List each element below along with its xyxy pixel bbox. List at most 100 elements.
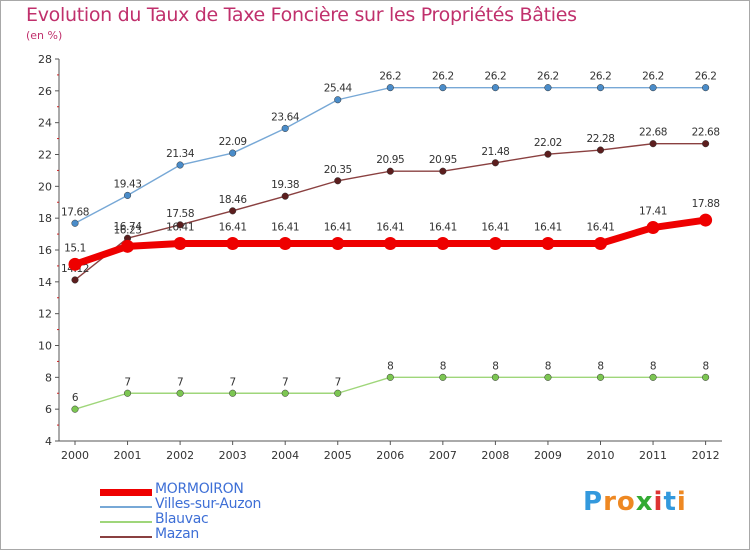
data-point-mormoiron xyxy=(488,236,502,250)
legend-swatch xyxy=(100,488,152,496)
data-label-villes-sur-auzon: 26.2 xyxy=(590,71,612,83)
data-label-villes-sur-auzon: 26.2 xyxy=(485,71,507,83)
y-tick-label: 4 xyxy=(45,435,52,448)
data-label-mazan: 20.95 xyxy=(429,154,457,166)
x-tick-label: 2001 xyxy=(114,449,142,462)
data-label-mazan: 22.68 xyxy=(639,127,667,139)
data-label-blauvac: 8 xyxy=(545,360,551,372)
data-point-blauvac xyxy=(334,389,342,397)
data-label-villes-sur-auzon: 26.2 xyxy=(642,71,664,83)
x-tick-label: 2010 xyxy=(587,449,615,462)
data-point-villes-sur-auzon xyxy=(544,84,552,92)
data-point-mazan xyxy=(334,177,342,185)
y-tick-label: 28 xyxy=(38,53,52,66)
data-label-villes-sur-auzon: 26.2 xyxy=(537,71,559,83)
data-label-mazan: 22.28 xyxy=(586,133,614,145)
data-label-villes-sur-auzon: 17.68 xyxy=(61,206,89,218)
x-tick-label: 2007 xyxy=(429,449,457,462)
legend-label: Mazan xyxy=(155,526,199,542)
data-point-villes-sur-auzon xyxy=(702,84,710,92)
data-point-villes-sur-auzon xyxy=(491,84,499,92)
data-point-blauvac xyxy=(229,389,237,397)
data-point-mazan xyxy=(176,221,184,229)
data-label-villes-sur-auzon: 26.2 xyxy=(432,71,454,83)
data-point-mazan xyxy=(544,150,552,158)
data-label-mazan: 22.02 xyxy=(534,137,562,149)
data-label-mormoiron: 16.41 xyxy=(324,221,352,233)
data-point-mormoiron xyxy=(436,236,450,250)
data-point-villes-sur-auzon xyxy=(439,84,447,92)
data-label-blauvac: 7 xyxy=(177,376,183,388)
data-point-mormoiron xyxy=(173,236,187,250)
data-label-villes-sur-auzon: 21.34 xyxy=(166,148,195,160)
y-tick-label: 20 xyxy=(38,180,52,193)
data-label-mazan: 22.68 xyxy=(692,127,720,139)
data-label-blauvac: 7 xyxy=(335,376,341,388)
y-tick-label: 10 xyxy=(38,340,52,353)
chart-title: Evolution du Taux de Taxe Foncière sur l… xyxy=(26,4,577,26)
data-label-blauvac: 8 xyxy=(492,360,498,372)
data-label-mazan: 20.35 xyxy=(324,164,352,176)
data-point-blauvac xyxy=(596,373,605,381)
data-point-villes-sur-auzon xyxy=(176,161,184,169)
legend-label: MORMOIRON xyxy=(155,481,244,497)
data-label-mazan: 21.48 xyxy=(481,146,509,158)
data-label-blauvac: 8 xyxy=(387,360,393,372)
data-point-mazan xyxy=(386,167,394,175)
data-point-villes-sur-auzon xyxy=(124,191,132,199)
logo-letter: i xyxy=(676,487,687,517)
data-label-mormoiron: 16.23 xyxy=(114,224,142,236)
data-point-mormoiron xyxy=(646,221,660,235)
x-tick-label: 2012 xyxy=(692,449,720,462)
data-label-mormoiron: 15.1 xyxy=(64,242,86,254)
y-tick-label: 18 xyxy=(38,212,52,225)
data-label-blauvac: 8 xyxy=(650,360,656,372)
data-point-mazan xyxy=(229,207,237,215)
data-point-villes-sur-auzon xyxy=(386,84,394,92)
data-point-mazan xyxy=(439,167,447,175)
data-point-mormoiron xyxy=(383,236,397,250)
logo-letter: P xyxy=(583,487,604,517)
y-tick-label: 24 xyxy=(38,117,52,130)
data-label-blauvac: 7 xyxy=(230,376,236,388)
data-label-blauvac: 8 xyxy=(440,360,446,372)
data-point-blauvac xyxy=(386,373,394,381)
x-tick-label: 2005 xyxy=(324,449,352,462)
data-point-mormoiron xyxy=(331,236,345,250)
data-label-blauvac: 7 xyxy=(282,376,288,388)
legend-swatch xyxy=(100,521,152,523)
legend-label: Blauvac xyxy=(155,511,209,527)
legend-swatch xyxy=(100,506,152,508)
data-label-mormoiron: 16.41 xyxy=(271,221,299,233)
data-label-mazan: 19.38 xyxy=(271,179,299,191)
data-label-blauvac: 8 xyxy=(702,360,708,372)
data-point-blauvac xyxy=(176,389,184,397)
data-label-blauvac: 6 xyxy=(72,392,79,404)
data-point-mormoiron xyxy=(541,236,555,250)
data-point-villes-sur-auzon xyxy=(649,84,657,92)
y-tick-label: 6 xyxy=(45,403,52,416)
data-label-villes-sur-auzon: 26.2 xyxy=(695,71,717,83)
data-label-mazan: 17.58 xyxy=(166,208,194,220)
data-label-villes-sur-auzon: 19.43 xyxy=(114,178,142,190)
data-label-villes-sur-auzon: 25.44 xyxy=(324,83,353,95)
data-label-villes-sur-auzon: 26.2 xyxy=(379,71,401,83)
series-line-blauvac xyxy=(74,376,707,410)
data-label-villes-sur-auzon: 22.09 xyxy=(219,136,247,148)
data-point-blauvac xyxy=(649,373,657,381)
data-label-mormoiron: 16.41 xyxy=(534,221,562,233)
data-point-blauvac xyxy=(439,373,447,381)
x-tick-label: 2003 xyxy=(219,449,247,462)
y-tick-label: 12 xyxy=(38,308,52,321)
data-point-blauvac xyxy=(544,373,552,381)
x-tick-label: 2009 xyxy=(534,449,562,462)
data-label-mazan: 20.95 xyxy=(376,154,404,166)
data-point-villes-sur-auzon xyxy=(334,96,342,104)
data-label-mormoiron: 17.88 xyxy=(692,198,720,210)
y-tick-label: 14 xyxy=(38,276,52,289)
data-point-mormoiron xyxy=(68,257,82,271)
data-label-mormoiron: 16.41 xyxy=(219,221,247,233)
logo-letter: x xyxy=(635,487,654,517)
x-tick-label: 2000 xyxy=(61,449,89,462)
